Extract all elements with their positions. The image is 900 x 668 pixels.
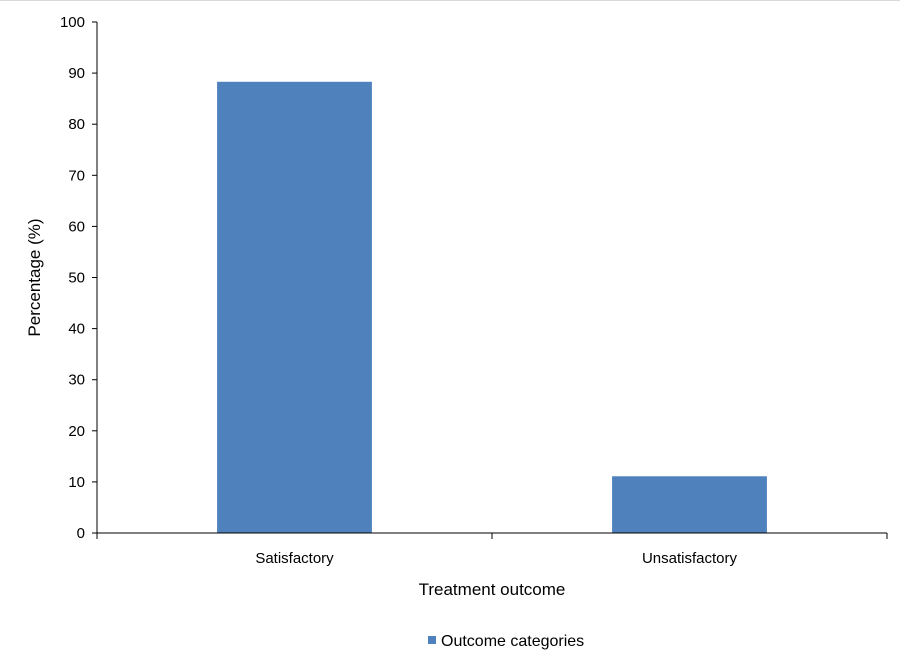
bar	[217, 81, 372, 534]
y-tick-label: 40	[68, 321, 85, 338]
y-tick-label: 10	[68, 474, 85, 491]
y-tick-label: 70	[68, 167, 85, 184]
y-tick-label: 60	[68, 218, 85, 235]
x-axis-ticks: Satisfactory Unsatisfactory	[96, 533, 888, 567]
y-tick-label: 90	[68, 65, 85, 82]
legend-swatch	[428, 636, 436, 644]
bar-series	[217, 81, 767, 534]
legend-label: Outcome categories	[441, 633, 584, 650]
y-tick-label: 30	[68, 372, 85, 389]
y-tick-label: 80	[68, 116, 85, 133]
x-axis-title: Treatment outcome	[419, 580, 566, 599]
top-border	[0, 0, 900, 1]
x-category-label: Unsatisfactory	[642, 550, 738, 567]
y-tick-label: 0	[77, 525, 85, 542]
y-axis-title: Percentage (%)	[25, 218, 44, 336]
y-tick-label: 100	[60, 14, 85, 31]
legend: Outcome categories	[428, 633, 584, 650]
x-category-label: Satisfactory	[255, 550, 334, 567]
y-axis-ticks: 0 10 20 30 40 50 60 70 80 90 100	[60, 14, 97, 542]
y-tick-label: 20	[68, 423, 85, 440]
y-tick-label: 50	[68, 270, 85, 287]
bar	[612, 476, 767, 533]
